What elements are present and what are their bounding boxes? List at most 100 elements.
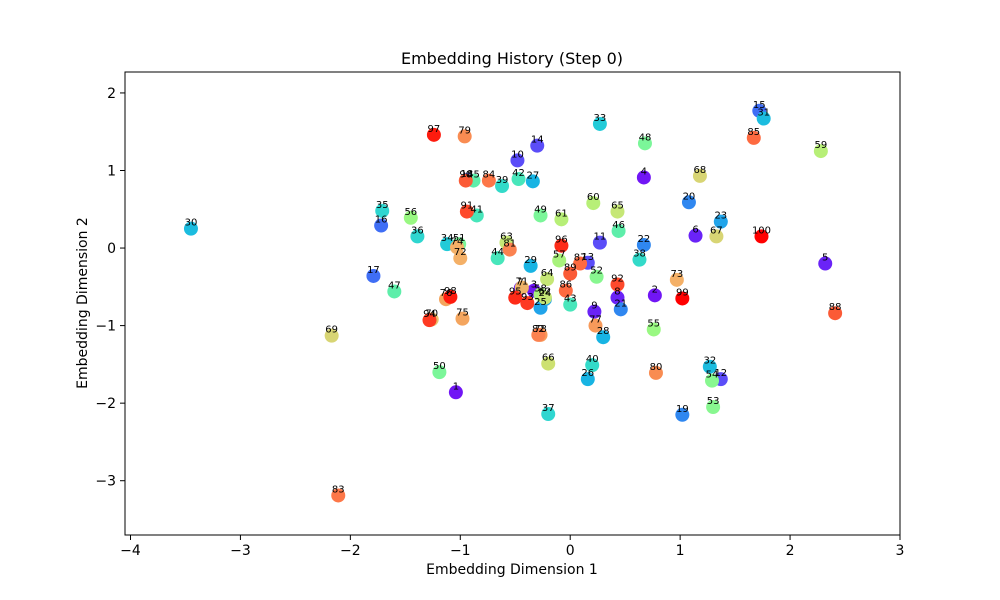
x-axis-label: Embedding Dimension 1 xyxy=(426,562,598,578)
data-point xyxy=(563,297,578,312)
data-point-label: 91 xyxy=(461,201,474,212)
data-point xyxy=(828,306,843,321)
data-point-label: 88 xyxy=(829,302,842,313)
data-point xyxy=(331,488,346,503)
data-point-label: 98 xyxy=(444,286,457,297)
data-point xyxy=(592,116,607,131)
data-point-label: 14 xyxy=(531,135,544,146)
data-point xyxy=(508,290,523,305)
data-point-label: 87 xyxy=(574,253,587,264)
data-point xyxy=(756,111,771,126)
x-tick-label: 2 xyxy=(786,543,795,559)
data-point xyxy=(366,268,381,283)
data-point xyxy=(537,290,552,305)
data-point xyxy=(449,240,464,255)
data-point xyxy=(403,210,418,225)
data-point-label: 24 xyxy=(539,288,552,299)
data-point xyxy=(375,203,390,218)
y-tick-label: 2 xyxy=(107,86,116,102)
data-point-label: 22 xyxy=(637,234,650,245)
data-point-label: 21 xyxy=(614,298,627,309)
data-point-label: 49 xyxy=(534,204,547,215)
y-tick-label: −1 xyxy=(95,319,116,335)
data-point-label: 61 xyxy=(555,208,568,219)
data-point xyxy=(813,144,828,159)
data-point xyxy=(669,272,684,287)
data-point xyxy=(525,174,540,189)
data-point xyxy=(675,291,690,306)
data-point-label: 75 xyxy=(456,308,469,319)
data-point xyxy=(706,400,721,415)
data-point-label: 6 xyxy=(692,225,698,236)
data-point-label: 7 xyxy=(518,277,524,288)
data-point-label: 25 xyxy=(534,297,547,308)
data-point xyxy=(586,196,601,211)
data-point xyxy=(610,290,625,305)
data-point xyxy=(646,322,661,337)
data-point xyxy=(647,288,662,303)
x-tick-label: 3 xyxy=(896,543,905,559)
data-point-label: 92 xyxy=(611,273,624,284)
data-point-label: 77 xyxy=(589,315,602,326)
data-point-label: 73 xyxy=(670,269,683,280)
data-point-label: 18 xyxy=(461,169,474,180)
data-point-label: 27 xyxy=(526,170,539,181)
data-point xyxy=(613,302,628,317)
data-point-label: 81 xyxy=(503,239,516,250)
data-point-label: 10 xyxy=(511,149,524,160)
data-point xyxy=(688,228,703,243)
data-point xyxy=(455,311,470,326)
data-point xyxy=(713,214,728,229)
data-point xyxy=(502,242,517,257)
data-point-label: 67 xyxy=(710,225,723,236)
data-point-label: 56 xyxy=(404,207,417,218)
data-point-label: 97 xyxy=(428,124,441,135)
data-point xyxy=(648,365,663,380)
data-point-label: 71 xyxy=(515,277,528,288)
data-point xyxy=(585,358,600,373)
data-point-label: 39 xyxy=(496,175,509,186)
data-point xyxy=(459,204,474,219)
data-point xyxy=(533,208,548,223)
data-point-label: 94 xyxy=(423,309,436,320)
data-point-label: 50 xyxy=(433,361,446,372)
data-point-label: 5 xyxy=(822,253,828,264)
data-point xyxy=(588,318,603,333)
data-point xyxy=(709,229,724,244)
data-point xyxy=(746,130,761,145)
data-point-label: 66 xyxy=(542,353,555,364)
data-point xyxy=(675,407,690,422)
y-tick-label: −3 xyxy=(95,474,116,490)
data-point xyxy=(636,170,651,185)
data-point xyxy=(540,272,555,287)
data-point-label: 43 xyxy=(564,294,577,305)
data-point-label: 72 xyxy=(454,247,467,258)
data-point-label: 1 xyxy=(453,381,459,392)
data-point xyxy=(552,253,567,268)
data-point xyxy=(510,153,525,168)
data-point xyxy=(692,168,707,183)
data-point xyxy=(387,284,402,299)
data-point-label: 80 xyxy=(650,362,663,373)
data-point-label: 52 xyxy=(590,266,603,277)
data-point-label: 26 xyxy=(581,368,594,379)
data-point xyxy=(514,280,529,295)
data-point-label: 62 xyxy=(539,287,552,298)
x-tick-label: −4 xyxy=(120,543,141,559)
data-point xyxy=(541,407,556,422)
y-tick-label: −2 xyxy=(95,396,116,412)
data-point xyxy=(410,229,425,244)
data-point-label: 68 xyxy=(694,165,707,176)
data-point xyxy=(458,173,473,188)
data-point xyxy=(531,327,546,342)
data-point-label: 96 xyxy=(555,235,568,246)
data-point xyxy=(589,269,604,284)
data-point-label: 32 xyxy=(703,356,716,367)
x-axis-ticks: −4 −3 −2 −1 0 1 2 3 xyxy=(120,535,904,559)
data-point xyxy=(426,127,441,142)
data-point-label: 95 xyxy=(509,287,522,298)
data-point-label: 89 xyxy=(564,263,577,274)
y-axis-label: Embedding Dimension 2 xyxy=(75,217,91,389)
data-point xyxy=(183,221,198,236)
data-point-label: 31 xyxy=(757,108,770,119)
